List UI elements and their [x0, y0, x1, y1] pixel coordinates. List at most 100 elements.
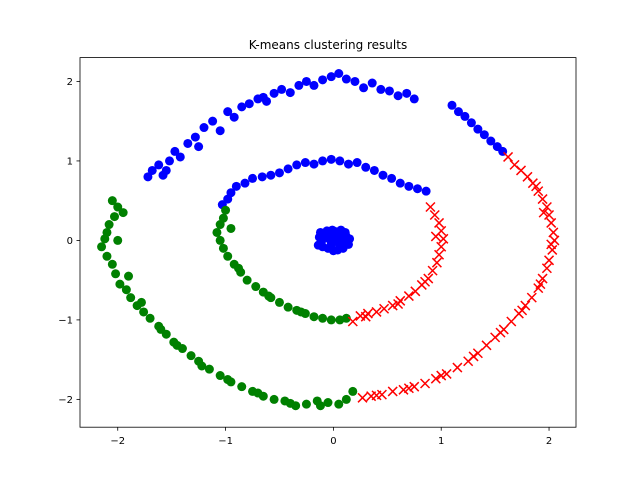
data-point-series-0-28	[147, 165, 157, 175]
data-point-series-0-39	[215, 126, 225, 136]
data-point-series-0-58	[367, 78, 377, 88]
data-point-series-1-11	[121, 285, 131, 295]
data-point-series-0-38	[208, 116, 218, 126]
data-point-series-2-24	[472, 348, 483, 359]
data-point-series-1-70	[226, 223, 236, 233]
data-point-series-2-53	[431, 257, 442, 268]
data-point-series-1-10	[115, 279, 125, 289]
data-point-series-2-54	[427, 265, 438, 276]
data-point-series-0-79	[240, 178, 250, 188]
data-point-series-1-6	[97, 242, 107, 252]
x-tick-label: 1	[438, 436, 444, 447]
data-point-series-0-29	[154, 160, 164, 170]
data-point-series-2-39	[535, 279, 546, 290]
data-point-series-2-7	[541, 201, 552, 213]
data-point-series-0-59	[376, 84, 386, 94]
data-point-series-0-21	[313, 240, 323, 250]
data-point-series-0-40	[223, 107, 233, 117]
data-point-series-2-9	[546, 217, 557, 228]
data-point-series-2-8	[544, 209, 555, 221]
data-point-series-0-31	[164, 156, 174, 166]
data-point-series-2-41	[495, 327, 506, 338]
y-tick-label: −1	[58, 315, 73, 326]
data-point-series-0-84	[283, 164, 293, 174]
data-point-series-1-3	[104, 220, 114, 230]
data-point-series-2-23	[481, 340, 492, 351]
data-point-series-1-22	[204, 364, 214, 374]
data-point-series-0-63	[409, 94, 419, 104]
y-tick-label: −2	[58, 395, 73, 406]
x-tick-label: 0	[330, 436, 336, 447]
data-point-series-0-68	[473, 124, 483, 134]
data-point-series-1-38	[113, 235, 123, 245]
data-point-series-2-69	[360, 311, 371, 322]
data-point-series-1-58	[251, 282, 261, 292]
data-point-series-1-34	[334, 399, 344, 409]
data-point-series-1-42	[172, 340, 182, 350]
data-point-series-0-47	[277, 84, 287, 94]
data-point-series-1-44	[223, 375, 233, 385]
data-point-series-0-83	[274, 168, 284, 178]
data-point-series-0-51	[309, 80, 319, 90]
data-point-series-1-28	[269, 394, 279, 404]
data-point-series-0-56	[350, 76, 360, 86]
data-point-series-0-90	[335, 156, 345, 166]
data-point-series-0-85	[292, 160, 302, 170]
data-point-series-1-73	[296, 307, 306, 317]
data-point-series-2-35	[357, 392, 368, 403]
data-point-series-2-28	[430, 373, 441, 384]
data-point-series-1-39	[124, 271, 134, 281]
data-point-series-1-67	[326, 315, 336, 325]
data-point-series-1-61	[274, 297, 284, 307]
data-point-series-1-51	[212, 227, 222, 237]
data-point-series-1-66	[318, 313, 328, 323]
data-point-series-0-96	[387, 173, 397, 183]
data-point-series-0-46	[269, 88, 279, 98]
data-point-series-2-48	[434, 217, 445, 228]
plot-frame	[79, 57, 577, 428]
data-point-series-1-0	[107, 196, 117, 206]
data-point-series-0-93	[361, 162, 371, 172]
data-points	[97, 68, 560, 411]
data-point-series-1-53	[218, 243, 228, 253]
data-point-series-1-2	[110, 212, 120, 222]
data-point-series-1-40	[136, 297, 146, 307]
data-point-series-1-43	[197, 361, 207, 371]
data-point-series-1-69	[341, 313, 351, 323]
data-point-series-2-6	[537, 194, 548, 205]
data-point-series-1-54	[223, 251, 233, 261]
data-point-series-0-61	[393, 91, 403, 101]
data-point-series-0-48	[285, 88, 295, 98]
data-point-series-1-33	[323, 398, 333, 408]
y-tick-label: 0	[67, 236, 73, 247]
y-tick-label: 2	[67, 77, 73, 88]
data-point-series-1-46	[285, 398, 295, 408]
data-point-series-0-26	[315, 227, 325, 237]
data-point-series-1-31	[301, 399, 311, 409]
data-point-series-1-72	[264, 291, 274, 301]
data-point-series-0-43	[244, 99, 254, 109]
data-point-series-0-65	[453, 107, 463, 117]
data-point-series-2-46	[425, 201, 436, 213]
data-point-series-0-55	[341, 74, 351, 84]
data-point-series-2-32	[387, 386, 398, 397]
y-tick-label: 1	[67, 156, 73, 167]
data-point-series-2-40	[517, 305, 528, 316]
data-point-series-1-65	[309, 312, 319, 322]
data-point-series-1-14	[139, 307, 149, 317]
data-point-series-2-52	[434, 249, 445, 260]
data-point-series-0-42	[237, 102, 247, 112]
data-point-series-2-20	[506, 316, 517, 327]
data-point-series-0-49	[294, 80, 304, 90]
data-point-series-2-37	[538, 207, 549, 218]
data-point-series-2-14	[541, 263, 552, 274]
data-point-series-2-18	[520, 300, 531, 311]
data-point-series-2-0	[503, 151, 514, 162]
data-point-series-2-68	[393, 298, 404, 310]
data-point-series-2-51	[436, 241, 447, 252]
data-point-series-0-41	[229, 112, 239, 122]
data-point-series-2-45	[371, 390, 382, 401]
data-point-series-1-8	[107, 259, 117, 269]
data-point-series-1-15	[145, 313, 155, 323]
data-point-series-2-17	[526, 292, 537, 303]
